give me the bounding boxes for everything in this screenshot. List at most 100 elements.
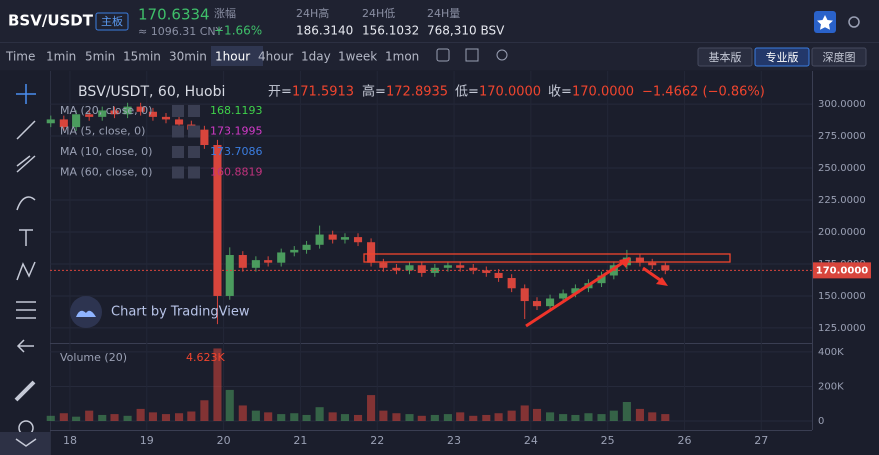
indicator-settings[interactable] (172, 146, 184, 158)
text-tool[interactable] (19, 229, 33, 246)
candle-body (635, 257, 644, 263)
ohlc-value: 170.0000 (572, 85, 634, 100)
candle-body (148, 111, 157, 117)
volume-legend: Volume (20) (60, 351, 127, 364)
view-label: 深度图 (823, 50, 856, 64)
volume-bar (571, 414, 580, 421)
volume-bar (609, 410, 618, 421)
pattern-tool[interactable] (16, 261, 36, 281)
stat-label: 24H量 (427, 7, 460, 20)
candle-body (443, 265, 452, 268)
volume-bar (123, 415, 132, 421)
stat-value: 156.1032 (362, 24, 419, 38)
ruler-tool[interactable] (14, 380, 36, 402)
x-tick-label: 21 (293, 434, 307, 447)
candle-body (175, 119, 184, 125)
volume-bar (353, 414, 363, 421)
change: −1.4662 (−0.86%) (642, 85, 765, 100)
volume-value: 4.623K (186, 351, 225, 364)
candle-body (225, 255, 234, 296)
view-button[interactable] (754, 47, 810, 67)
candle-body (648, 262, 657, 266)
line-tool[interactable] (16, 120, 36, 140)
candle-body (340, 237, 350, 240)
indicator-close[interactable] (188, 105, 200, 117)
watermark[interactable]: Chart by TradingView (111, 305, 250, 320)
view-button[interactable] (697, 47, 753, 67)
indicator-name: MA (5, close, 0) (60, 125, 145, 138)
x-tick-label: 22 (370, 434, 384, 447)
volume-bar (648, 412, 657, 421)
volume-bar (315, 407, 324, 421)
interval-button[interactable]: 1hour (215, 50, 250, 64)
indicator-close[interactable] (188, 146, 200, 158)
volume-bar (635, 408, 644, 421)
volume-tick-label: 0 (818, 416, 824, 427)
fib-tool[interactable] (16, 301, 36, 319)
volume-bar (597, 414, 606, 421)
interval-button[interactable]: 30min (169, 50, 207, 64)
symbol: BSV/USDT (8, 12, 94, 30)
volume-bar (277, 414, 286, 421)
indicator-close[interactable] (188, 166, 200, 179)
volume-bar (622, 402, 631, 421)
candle-body (98, 110, 107, 117)
x-tick-label: 27 (754, 434, 768, 447)
y-tick-label: 300.0000 (818, 99, 866, 110)
y-tick-label: 125.0000 (818, 323, 866, 334)
volume-bar (251, 410, 260, 421)
indicator-settings[interactable] (172, 125, 184, 138)
header-bg (0, 0, 879, 42)
brush-tool[interactable] (16, 196, 36, 211)
indicator-settings[interactable] (172, 105, 184, 117)
volume-bar (392, 413, 401, 421)
screenshot-button[interactable] (496, 49, 508, 61)
last-price-box (813, 262, 871, 279)
volume-bar (661, 414, 670, 421)
interval-button[interactable]: 1min (46, 50, 76, 64)
candle-body (59, 119, 68, 128)
stat-value: 768,310 BSV (427, 24, 505, 38)
indicator-name: MA (20, close, 0) (60, 104, 152, 117)
stat-label: 24H高 (296, 6, 329, 20)
candle-body (290, 249, 299, 253)
interval-button[interactable]: 1week (338, 50, 377, 64)
back-tool[interactable] (16, 339, 34, 353)
indicator-close[interactable] (188, 125, 200, 138)
annotation-arrow (525, 256, 631, 328)
interval-button[interactable]: Time (5, 50, 35, 64)
candle-body (532, 301, 542, 307)
volume-bar (507, 410, 516, 421)
interval-button[interactable]: 4hour (258, 50, 293, 64)
interval-button[interactable]: 1mon (385, 50, 419, 64)
logo-icon (76, 310, 96, 317)
volume-bar (175, 413, 184, 421)
x-tick-label: 20 (217, 434, 231, 447)
star-icon (817, 15, 833, 30)
indicator-value: 173.1995 (210, 125, 263, 138)
interval-button[interactable]: 5min (85, 50, 115, 64)
fullscreen-button[interactable] (465, 48, 479, 62)
y-tick-label: 250.0000 (818, 163, 866, 174)
active-interval-bg (211, 46, 263, 66)
interval-button[interactable]: 15min (123, 50, 161, 64)
chevron-icon (15, 438, 37, 447)
collapse-button[interactable] (0, 432, 50, 455)
candle-body (277, 252, 286, 263)
logo (70, 296, 102, 328)
volume-bar (59, 413, 68, 421)
indicator-settings[interactable] (172, 166, 184, 179)
channel-tool[interactable] (16, 155, 36, 173)
view-button[interactable] (811, 47, 867, 67)
crosshair-tool[interactable] (16, 84, 36, 104)
view-label: 基本版 (709, 50, 742, 64)
view-label: 专业版 (766, 50, 799, 64)
candle-body (238, 255, 247, 268)
interval-button[interactable]: 1day (301, 50, 331, 64)
indicator-button[interactable] (436, 48, 450, 62)
stat-value: +1.66% (214, 24, 262, 38)
theme-button[interactable] (848, 16, 860, 28)
candle-body (559, 293, 568, 299)
volume-bar (46, 415, 55, 421)
